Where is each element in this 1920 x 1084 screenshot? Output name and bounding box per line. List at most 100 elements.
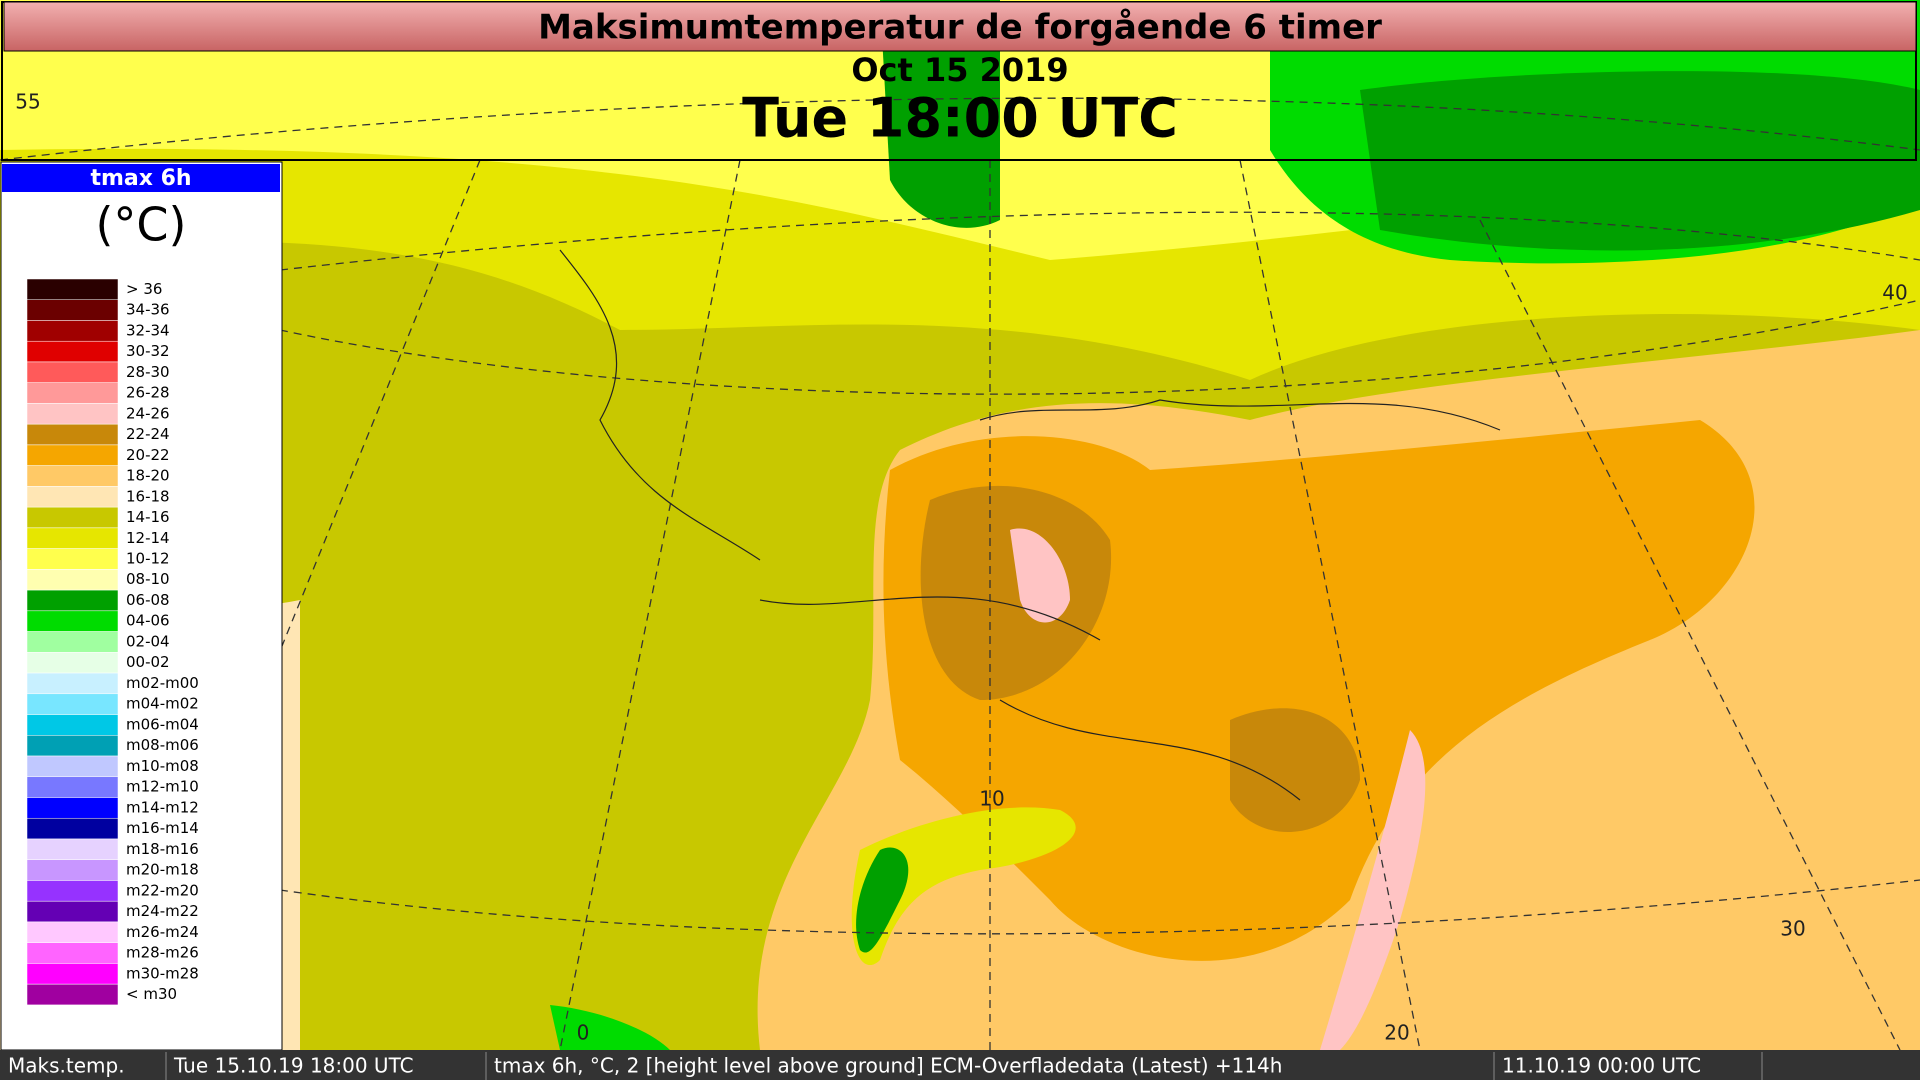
graticule — [0, 97, 1920, 1051]
footer-cell: tmax 6h, °C, 2 [height level above groun… — [494, 1054, 1282, 1078]
legend-swatch — [26, 589, 119, 612]
legend-label: m06-m04 — [126, 715, 199, 733]
legend-label: < m30 — [126, 985, 177, 1003]
legend-label: 28-30 — [126, 363, 170, 381]
legend-swatch — [26, 672, 119, 695]
legend-label: 06-08 — [126, 591, 170, 609]
legend-label: 10-12 — [126, 549, 170, 567]
legend-swatch — [26, 755, 119, 778]
footer-bar — [0, 1050, 1920, 1080]
legend-swatch — [26, 880, 119, 902]
legend-swatch — [26, 569, 119, 591]
legend-label: 04-06 — [126, 612, 170, 630]
legend-label: m04-m02 — [126, 695, 199, 713]
field — [1320, 730, 1426, 1050]
graticule-label: 30 — [1780, 917, 1805, 941]
legend-swatch — [26, 610, 119, 632]
borders — [559, 249, 1501, 801]
legend-swatch — [26, 527, 119, 549]
legend-swatch — [26, 340, 119, 363]
graticule-label: 55 — [15, 90, 40, 114]
title-bar — [3, 1, 1917, 52]
footer-cell: Maks.temp. — [8, 1054, 125, 1078]
legend-swatch — [26, 963, 119, 985]
legend-label: 18-20 — [126, 467, 170, 485]
legend-label: m08-m06 — [126, 736, 199, 754]
legend-title-bar — [2, 164, 280, 192]
legend-swatch — [26, 320, 119, 342]
legend-swatch — [26, 382, 119, 404]
legend-label: m24-m22 — [126, 902, 199, 920]
legend-label: m12-m10 — [126, 778, 199, 796]
field — [920, 485, 1112, 700]
legend-swatch — [26, 548, 119, 570]
legend-label: m28-m26 — [126, 944, 199, 962]
legend-title: tmax 6h — [90, 166, 191, 191]
field — [1230, 708, 1360, 833]
legend-swatch — [26, 714, 119, 736]
field — [550, 1005, 670, 1050]
legend-swatch — [26, 278, 119, 300]
footer: Maks.temp. Tue 15.10.19 18:00 UTC tmax 6… — [8, 1054, 1701, 1078]
legend-swatch — [26, 900, 119, 923]
legend-label: 14-16 — [126, 508, 170, 526]
time: Tue 18:00 UTC — [742, 87, 1178, 150]
footer-cell: 11.10.19 00:00 UTC — [1502, 1054, 1701, 1078]
legend-swatch — [26, 361, 119, 383]
legend-swatch — [26, 403, 119, 425]
legend-swatch — [26, 735, 119, 757]
legend-swatch — [26, 797, 119, 819]
legend-label: 26-28 — [126, 384, 170, 402]
legend-label: 22-24 — [126, 425, 170, 443]
legend-swatch — [26, 776, 119, 798]
legend-swatch — [26, 859, 119, 881]
legend-label: m22-m20 — [126, 881, 199, 899]
footer-cell: Tue 15.10.19 18:00 UTC — [173, 1054, 414, 1078]
legend-unit: (°C) — [95, 198, 186, 252]
map-labels: 55 40 10 30 0 20 — [15, 90, 1907, 1045]
legend-label: m26-m24 — [126, 923, 199, 941]
legend-label: > 36 — [126, 280, 162, 298]
legend-swatch — [26, 506, 119, 529]
graticule-label: 40 — [1882, 281, 1907, 305]
legend-swatch — [26, 652, 119, 674]
legend-label: m02-m00 — [126, 674, 199, 692]
legend-label: 24-26 — [126, 404, 170, 422]
legend-swatch — [26, 921, 119, 943]
legend: tmax 6h (°C) > 36 34-36 32-34 30-32 28-30 26-… — [0, 161, 283, 1051]
field — [851, 807, 1076, 966]
title: Maksimumtemperatur de forgående 6 timer — [538, 8, 1382, 48]
legend-label: m20-m18 — [126, 861, 199, 879]
legend-swatch — [26, 817, 119, 840]
graticule-label: 0 — [577, 1021, 590, 1045]
graticule-label: 10 — [979, 787, 1004, 811]
legend-label: 00-02 — [126, 653, 170, 671]
legend-swatch — [26, 444, 119, 466]
legend-swatch — [26, 942, 119, 964]
field — [880, 0, 1000, 228]
legend-label: 32-34 — [126, 321, 170, 339]
legend-label: 08-10 — [126, 570, 170, 588]
legend-swatch — [26, 693, 119, 715]
legend-label: 16-18 — [126, 487, 170, 505]
legend-label: m18-m16 — [126, 840, 199, 858]
map — [0, 0, 1920, 1051]
legend-swatch — [26, 465, 119, 487]
legend-swatch — [26, 838, 119, 860]
legend-label: 02-04 — [126, 632, 170, 650]
legend-label: m16-m14 — [126, 819, 199, 837]
legend-label: m14-m12 — [126, 798, 199, 816]
legend-label: m10-m08 — [126, 757, 199, 775]
legend-label: 20-22 — [126, 446, 170, 464]
date: Oct 15 2019 — [851, 51, 1068, 89]
legend-label: 34-36 — [126, 301, 170, 319]
legend-swatch — [26, 631, 119, 653]
legend-swatch — [26, 983, 119, 1006]
field — [856, 847, 909, 953]
legend-label: 12-14 — [126, 529, 170, 547]
field — [1010, 528, 1070, 623]
legend-label: m30-m28 — [126, 964, 199, 982]
graticule-label: 20 — [1384, 1021, 1409, 1045]
